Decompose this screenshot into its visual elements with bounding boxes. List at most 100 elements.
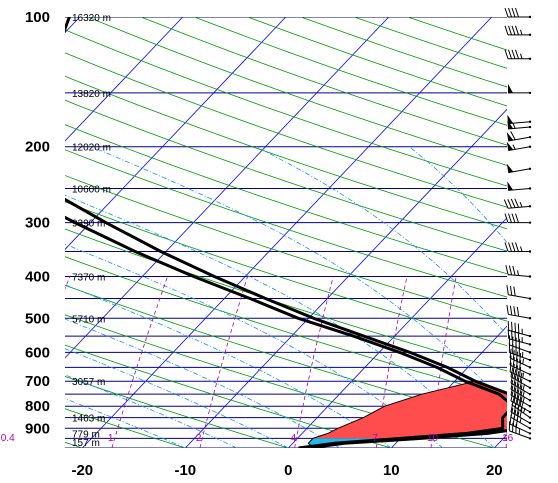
height-label: 157 m (72, 438, 100, 449)
cape-area (312, 381, 507, 439)
pressure-tick-label: 900 (25, 420, 50, 437)
temperature-tick-label: -20 (71, 462, 93, 479)
isotherm-line (65, 17, 287, 250)
mixing-ratio-line (111, 276, 168, 448)
dry-adiabat-line (65, 256, 507, 398)
mixing-ratio-line (199, 276, 248, 448)
wind-barb (507, 181, 532, 191)
wind-barb (510, 402, 532, 425)
wind-barb (504, 242, 532, 253)
wind-barb (506, 163, 532, 174)
moist-adiabat-line (65, 284, 392, 448)
pressure-tick-label: 600 (25, 344, 50, 361)
isotherm-line (65, 17, 390, 359)
isotherm-line (391, 325, 507, 448)
wind-barb (504, 25, 532, 37)
wind-barb (504, 213, 532, 224)
dry-adiabat-line (65, 375, 289, 448)
wind-barb (506, 304, 532, 320)
wind-barb (506, 131, 532, 142)
dry-adiabat-line (65, 124, 507, 275)
mixing-ratio-line (505, 426, 507, 448)
moist-adiabat-line (65, 374, 237, 448)
dry-adiabat-line (65, 344, 392, 448)
isotherm-line (288, 217, 507, 448)
mixing-ratio-label: 10 (427, 433, 439, 444)
mixing-ratio-label: 4 (291, 433, 297, 444)
dry-adiabat-line (65, 175, 507, 322)
parcel-line (307, 380, 476, 448)
dry-adiabat-line (65, 99, 507, 252)
height-label: 3057 m (72, 377, 105, 388)
cin-area (308, 438, 421, 448)
wind-barb (508, 343, 532, 362)
wind-barb (510, 373, 532, 396)
moist-adiabat-line (409, 146, 507, 244)
wind-barb (505, 265, 532, 278)
mixing-ratio-label: 0.4 (1, 433, 15, 444)
mixing-ratio-label: 16 (502, 433, 514, 444)
wind-barb (508, 421, 532, 440)
height-label: 7370 m (72, 272, 105, 283)
pressure-tick-label: 200 (25, 139, 50, 156)
wind-barb (507, 120, 532, 130)
wind-barb (506, 285, 532, 300)
height-label: 1463 m (72, 414, 105, 425)
height-label: 12020 m (72, 143, 111, 154)
isotherm-line (185, 108, 507, 448)
wind-barb (510, 391, 532, 414)
wind-barb (509, 362, 532, 383)
height-label: 13820 m (72, 89, 111, 100)
dry-adiabat-line (65, 75, 507, 230)
dry-adiabat-line (65, 201, 507, 347)
height-label: 9390 m (72, 219, 105, 230)
temperature-axis: -40-30-20-10010203040 (71, 462, 503, 479)
wind-barb (507, 320, 532, 338)
cape-cin-areas (308, 381, 507, 448)
temperature-tick-label: 0 (284, 462, 292, 479)
moist-adiabat-line (65, 194, 495, 448)
dry-adiabat-line (65, 408, 186, 448)
pressure-axis: 100 200 300 400 500 600 700 800 900 (25, 9, 50, 437)
moist-adiabat-line (91, 146, 507, 406)
height-label: 5710 m (72, 314, 105, 325)
height-label: 16320 m (72, 13, 111, 24)
wind-barb (506, 141, 532, 152)
pressure-tick-label: 500 (25, 310, 50, 327)
mixing-ratio-label: 2 (196, 433, 202, 444)
mixing-ratio-label: 1 (108, 433, 114, 444)
wind-barb (510, 379, 532, 402)
pressure-tick-label: 700 (25, 373, 50, 390)
temperature-line (65, 17, 507, 448)
wind-barb (504, 7, 532, 19)
isotherm-line (65, 17, 184, 142)
mixing-ratio-labels: 0.412471016243240g/kg (1, 433, 514, 444)
pressure-tick-label: 400 (25, 268, 50, 285)
pressure-tick-label: 300 (25, 215, 50, 232)
height-labels: 16320 m 13820 m 12020 m 10600 m 9390 m 7370 m… (72, 13, 111, 449)
dry-adiabat-line (65, 52, 507, 208)
wind-barb (507, 114, 532, 125)
moist-adiabat-line (65, 348, 289, 448)
temperature-tick-label: 10 (383, 462, 400, 479)
moist-adiabat-line (65, 318, 340, 448)
height-label: 779 m (72, 429, 100, 440)
dry-adiabat-line (65, 149, 507, 298)
isotherm-line (82, 17, 493, 448)
pressure-tick-label: 100 (25, 9, 50, 26)
wind-barb (503, 198, 532, 209)
wind-barb (510, 367, 532, 390)
sounding-profiles (65, 17, 507, 448)
mixing-ratio-label: 7 (372, 433, 378, 444)
dry-adiabat-line (65, 228, 507, 372)
height-label: 10600 m (72, 185, 111, 196)
moist-adiabat-line (530, 147, 558, 448)
wind-barb (504, 49, 532, 60)
dewpoint-line (65, 215, 507, 448)
wind-barb (508, 83, 532, 95)
temperature-tick-label: 20 (486, 462, 503, 479)
pressure-tick-label: 800 (25, 398, 50, 415)
temperature-tick-label: -10 (174, 462, 196, 479)
wind-barb (509, 414, 532, 435)
